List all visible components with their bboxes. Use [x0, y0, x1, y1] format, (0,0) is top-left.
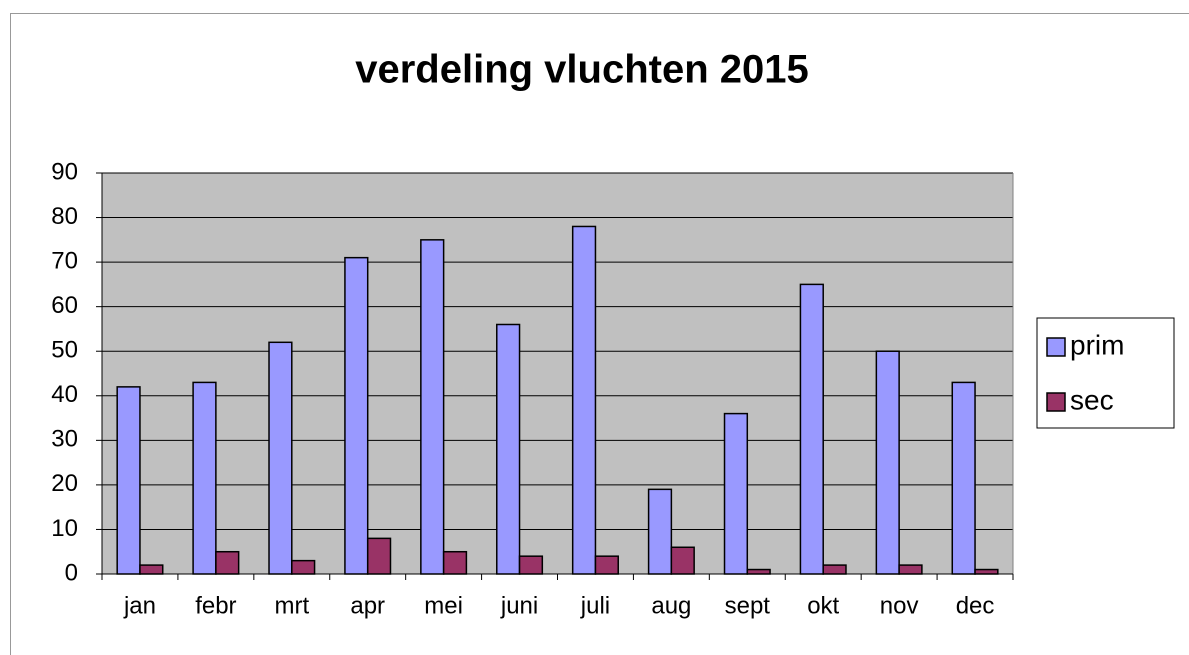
- bar: [139, 564, 164, 575]
- x-tick-label: mei: [424, 592, 463, 619]
- legend-swatch: [1046, 392, 1066, 412]
- x-tick-label: juni: [500, 592, 538, 619]
- y-tick-label: 30: [51, 426, 78, 453]
- y-tick-label: 90: [51, 158, 78, 185]
- bar: [344, 256, 369, 575]
- y-tick-label: 0: [65, 559, 78, 586]
- y-tick-label: 10: [51, 515, 78, 542]
- bar: [116, 386, 141, 575]
- bar: [215, 550, 240, 575]
- bar: [647, 488, 673, 575]
- x-tick-label: sept: [725, 592, 771, 619]
- bar: [951, 381, 976, 575]
- bar: [366, 537, 392, 575]
- x-tick-label: jan: [123, 592, 156, 619]
- legend-swatch: [1046, 337, 1066, 357]
- x-tick-label: dec: [956, 592, 995, 619]
- bar: [420, 239, 445, 575]
- bar: [875, 350, 900, 575]
- bar: [496, 323, 521, 575]
- bar: [571, 225, 597, 575]
- bar: [594, 555, 619, 575]
- bar: [192, 381, 217, 575]
- bar: [670, 546, 695, 575]
- bar: [291, 559, 316, 575]
- chart-title: verdeling vluchten 2015: [355, 48, 809, 92]
- y-tick-label: 80: [51, 203, 78, 230]
- plot-area: [102, 173, 1013, 574]
- y-tick-label: 60: [51, 292, 78, 319]
- x-tick-label: apr: [350, 592, 385, 619]
- bar: [746, 568, 771, 575]
- x-tick-label: nov: [880, 592, 919, 619]
- bar: [723, 412, 749, 575]
- legend-label: sec: [1070, 384, 1114, 415]
- x-tick-label: okt: [807, 592, 839, 619]
- bar: [268, 341, 293, 575]
- bar: [898, 564, 923, 575]
- y-tick-label: 20: [51, 470, 78, 497]
- bar: [518, 555, 544, 575]
- y-tick-label: 70: [51, 247, 78, 274]
- x-tick-label: mrt: [274, 592, 309, 619]
- bar: [974, 568, 999, 575]
- legend-label: prim: [1070, 329, 1124, 360]
- y-tick-label: 50: [51, 337, 78, 364]
- x-tick-label: aug: [651, 592, 691, 619]
- y-tick-label: 40: [51, 381, 78, 408]
- bar: [799, 283, 824, 575]
- bar: [822, 564, 847, 575]
- x-tick-label: juli: [580, 592, 610, 619]
- bar: [442, 550, 468, 575]
- x-tick-label: febr: [195, 592, 236, 619]
